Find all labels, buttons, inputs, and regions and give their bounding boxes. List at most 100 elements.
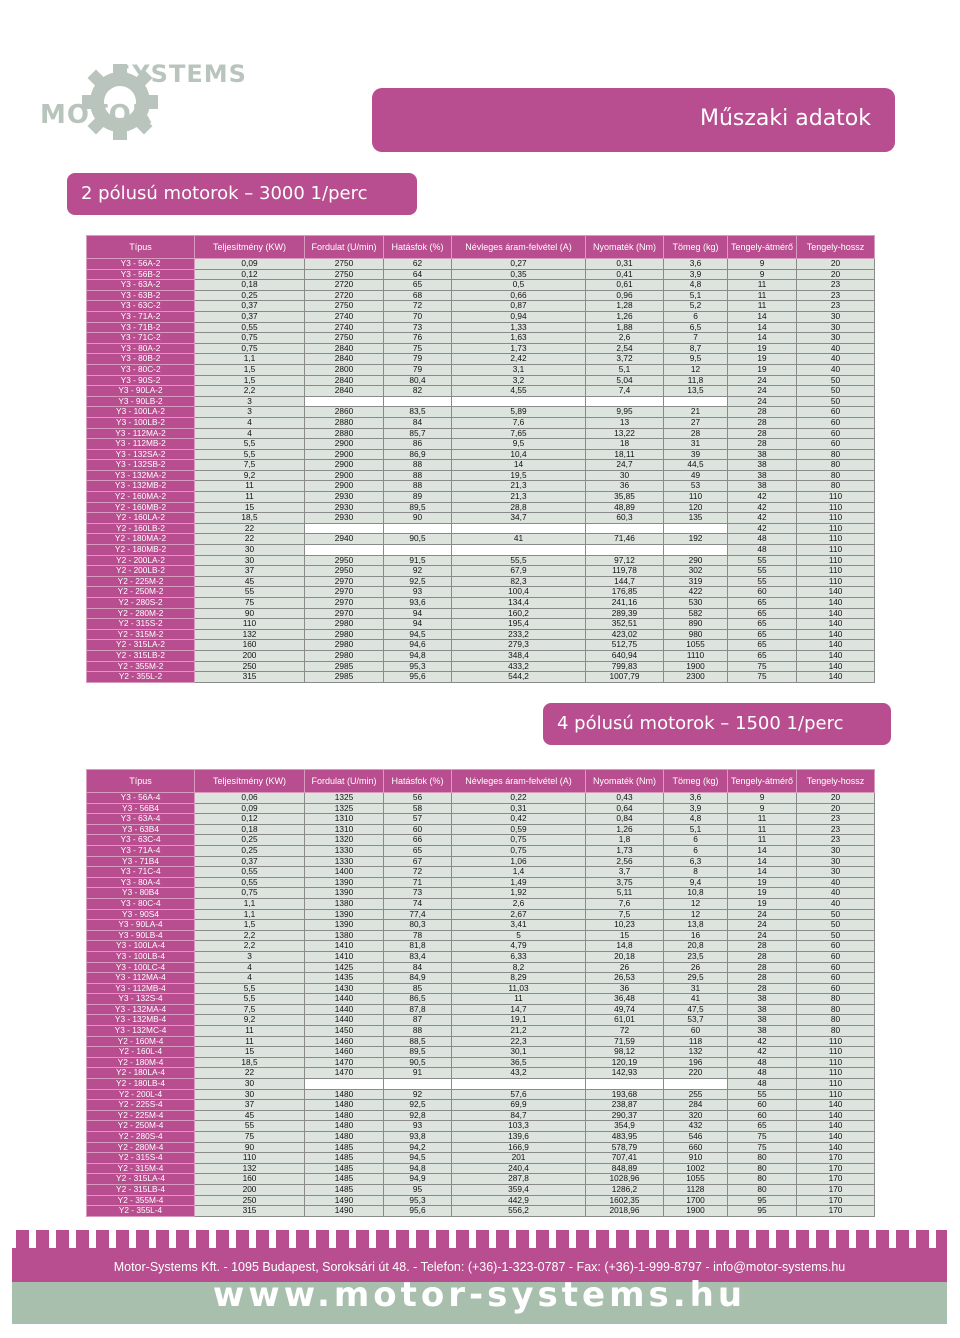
- table-row: Y3 - 71B4 0,37 1330 67 1,06 2,56 6,3 14 30: [86, 855, 875, 868]
- table-cell: [383, 1078, 452, 1090]
- table-cell: 37: [194, 1099, 305, 1111]
- column-header: Névleges áram-felvétel (A): [451, 235, 586, 259]
- table-cell: 38: [727, 459, 797, 471]
- footer-decoration: [12, 1230, 947, 1324]
- table-cell: 14: [727, 332, 797, 344]
- table-cell: 24: [727, 919, 797, 931]
- table-cell: 170: [796, 1173, 875, 1185]
- table-cell: 9: [727, 792, 797, 804]
- table-cell: 64: [383, 268, 452, 281]
- table-cell: 1310: [304, 813, 384, 825]
- motor-type-cell: Y3 - 56B-2: [86, 268, 195, 281]
- table-cell: 660: [663, 1141, 728, 1154]
- table-cell: 95: [727, 1205, 797, 1217]
- table-cell: 4: [194, 961, 305, 974]
- footer-website[interactable]: www.motor-systems.hu: [212, 1275, 747, 1315]
- table-cell: 890: [663, 618, 728, 630]
- table-cell: 422: [663, 586, 728, 598]
- table-cell: 100,4: [451, 586, 586, 598]
- table-cell: 95: [383, 1183, 452, 1196]
- table-cell: 58: [383, 802, 452, 815]
- table-row: Y3 - 90LB-2 3 24 50: [86, 395, 875, 408]
- table-row: Y3 - 63A-2 0,18 2720 65 0,5 0,61 4,8 11 23: [86, 279, 875, 291]
- table-cell: 1,1: [194, 353, 305, 365]
- table-cell: 94,8: [383, 1162, 452, 1175]
- table-cell: 9: [727, 802, 797, 815]
- table-cell: 73: [383, 321, 452, 334]
- table-cell: 38: [727, 448, 797, 461]
- table-cell: 0,25: [194, 289, 305, 302]
- table-cell: 16: [663, 929, 728, 942]
- motor-type-cell: Y3 - 112MB-4: [86, 982, 195, 995]
- table-cell: 84,7: [451, 1109, 586, 1122]
- table-cell: 110: [796, 1046, 875, 1058]
- table-cell: 55: [727, 575, 797, 588]
- table-cell: 60: [663, 1025, 728, 1037]
- table-cell: [304, 522, 384, 535]
- motor-type-cell: Y2 - 315M-4: [86, 1162, 195, 1175]
- table-cell: 2740: [304, 321, 384, 334]
- table-cell: 48: [727, 1067, 797, 1080]
- table-cell: 22: [194, 522, 305, 535]
- table-cell: 170: [796, 1152, 875, 1164]
- table-cell: 120: [663, 501, 728, 514]
- table-cell: 2840: [304, 353, 384, 365]
- table-cell: 18,5: [194, 1056, 305, 1069]
- table-cell: 80: [727, 1173, 797, 1185]
- table-cell: 1,63: [451, 332, 586, 344]
- table-cell: 166,9: [451, 1141, 586, 1154]
- table-cell: 14: [727, 866, 797, 878]
- table-cell: 110: [796, 501, 875, 514]
- table-cell: 88: [383, 1025, 452, 1037]
- motor-type-cell: Y2 - 180MB-2: [86, 544, 195, 556]
- column-header: Tömeg (kg): [663, 235, 728, 259]
- table-cell: 93: [383, 586, 452, 598]
- table-cell: 193,68: [585, 1088, 664, 1101]
- table-row: Y3 - 63C-4 0,25 1320 66 0,75 1,8 6 11 23: [86, 834, 875, 846]
- table-cell: 140: [796, 1131, 875, 1143]
- table-cell: 5,5: [194, 982, 305, 995]
- table-cell: 2950: [304, 565, 384, 577]
- table-cell: 110: [796, 565, 875, 577]
- table-cell: 0,22: [451, 792, 586, 804]
- table-cell: 60: [796, 950, 875, 963]
- table-cell: 94: [383, 607, 452, 620]
- table-cell: 1,26: [585, 310, 664, 323]
- table-row: Y3 - 80B-2 1,1 2840 79 2,42 3,72 9,5 19 40: [86, 353, 875, 365]
- table-cell: 140: [796, 618, 875, 630]
- table-cell: 0,87: [451, 300, 586, 312]
- table-cell: 0,75: [451, 834, 586, 846]
- table-cell: 140: [796, 607, 875, 620]
- table-cell: 2970: [304, 607, 384, 620]
- table-row: Y3 - 63B-2 0,25 2720 68 0,66 0,96 5,1 11 23: [86, 289, 875, 302]
- table-cell: 23: [796, 834, 875, 846]
- table-cell: 36: [585, 480, 664, 493]
- table-cell: 2970: [304, 597, 384, 609]
- table-cell: 240,4: [451, 1162, 586, 1175]
- table-cell: 8,29: [451, 972, 586, 984]
- table-cell: 50: [796, 385, 875, 397]
- table-cell: 2900: [304, 480, 384, 493]
- table-cell: 20: [796, 802, 875, 815]
- table-cell: 75: [727, 1141, 797, 1154]
- table-cell: 47,5: [663, 1003, 728, 1016]
- table-cell: 95: [727, 1194, 797, 1207]
- table-cell: 28,8: [451, 501, 586, 514]
- table-cell: 4,8: [663, 813, 728, 825]
- table-cell: 38: [727, 1003, 797, 1016]
- table-cell: 94,2: [383, 1141, 452, 1154]
- motor-type-cell: Y2 - 180LA-4: [86, 1067, 195, 1080]
- table-row: Y3 - 132MC-4 11 1450 88 21,2 72 60 38 80: [86, 1025, 875, 1037]
- table-cell: 2,6: [451, 897, 586, 910]
- table-cell: 23: [796, 823, 875, 836]
- table-row: Y3 - 132MB-2 11 2900 88 21,3 36 53 38 80: [86, 480, 875, 493]
- table-cell: 11: [194, 480, 305, 493]
- table-cell: 2,56: [585, 855, 664, 868]
- table-cell: 1485: [304, 1183, 384, 1196]
- table-cell: 68: [383, 289, 452, 302]
- motor-type-cell: Y3 - 132SB-2: [86, 459, 195, 471]
- table-cell: 1900: [663, 660, 728, 673]
- table-cell: 60: [727, 1099, 797, 1111]
- table-cell: 2840: [304, 385, 384, 397]
- motor-type-cell: Y2 - 315S-2: [86, 618, 195, 630]
